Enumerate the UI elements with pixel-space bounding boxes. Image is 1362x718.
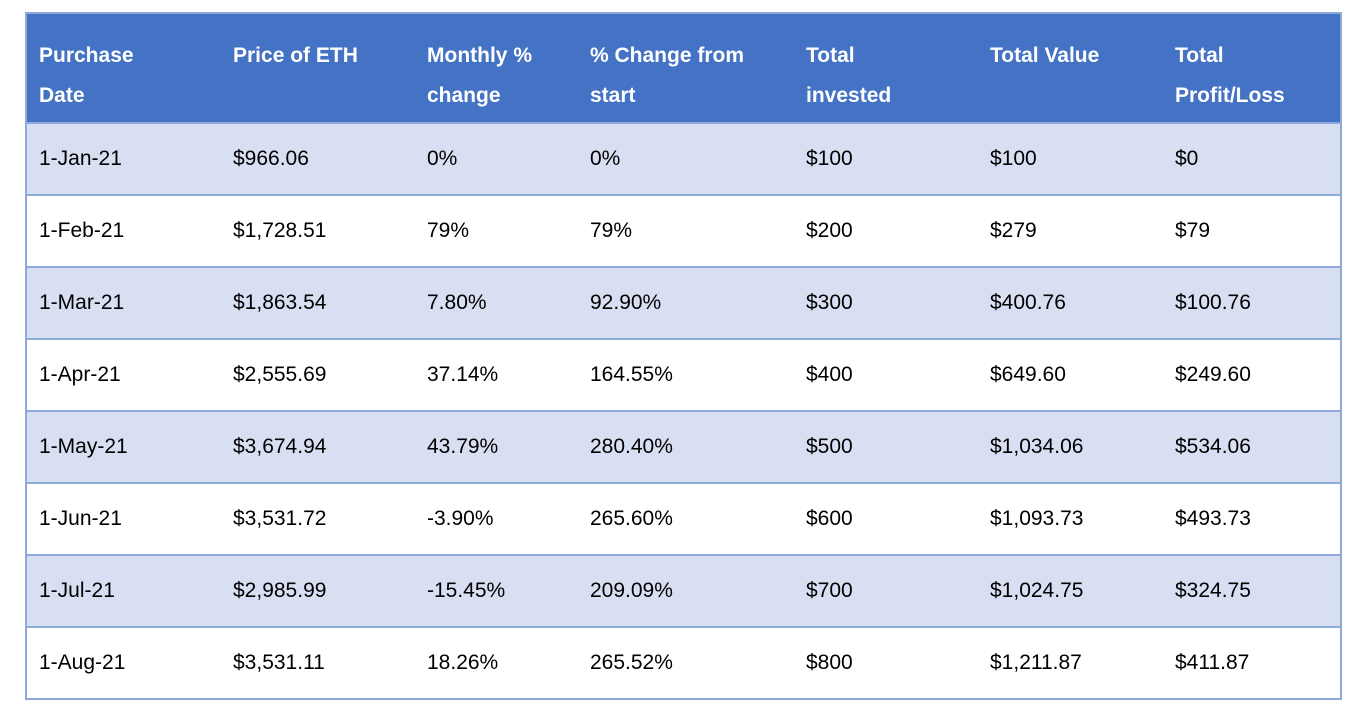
cell-total-profit-loss: $534.06	[1163, 410, 1341, 483]
table-row-apr: 1-Apr-21 $2,555.69 37.14% 164.55% $400 $…	[26, 338, 1341, 411]
cell-price-of-eth: $3,531.11	[221, 626, 415, 699]
cell-total-value: $1,093.73	[978, 482, 1163, 555]
column-header-price-of-eth: Price of ETH	[221, 13, 415, 124]
header-line: Total Value	[990, 44, 1100, 67]
cell-purchase-date: 1-Jul-21	[26, 554, 221, 627]
header-line: change	[427, 84, 501, 107]
cell-total-value: $400.76	[978, 266, 1163, 339]
header-line	[990, 76, 1151, 116]
cell-pct-change-from-start: 209.09%	[578, 554, 794, 627]
cell-total-value: $279	[978, 194, 1163, 267]
header-row: Purchase Date Price of ETH Monthly % cha…	[26, 13, 1341, 124]
header-line: % Change from	[590, 44, 745, 67]
cell-total-invested: $300	[794, 266, 978, 339]
cell-price-of-eth: $3,531.72	[221, 482, 415, 555]
cell-total-profit-loss: $0	[1163, 122, 1341, 195]
header-line: Monthly %	[427, 44, 532, 67]
cell-monthly-pct-change: 7.80%	[415, 266, 578, 339]
table-row-may: 1-May-21 $3,674.94 43.79% 280.40% $500 $…	[26, 410, 1341, 483]
cell-total-invested: $200	[794, 194, 978, 267]
cell-price-of-eth: $1,863.54	[221, 266, 415, 339]
cell-pct-change-from-start: 92.90%	[578, 266, 794, 339]
cell-purchase-date: 1-Jun-21	[26, 482, 221, 555]
header-line: Purchase	[39, 44, 134, 67]
cell-total-value: $100	[978, 122, 1163, 195]
cell-total-profit-loss: $79	[1163, 194, 1341, 267]
cell-pct-change-from-start: 265.52%	[578, 626, 794, 699]
cell-pct-change-from-start: 164.55%	[578, 338, 794, 411]
header-line: Date	[39, 84, 85, 107]
table-row-jul: 1-Jul-21 $2,985.99 -15.45% 209.09% $700 …	[26, 554, 1341, 627]
cell-purchase-date: 1-May-21	[26, 410, 221, 483]
cell-total-value: $1,211.87	[978, 626, 1163, 699]
header-line: Total	[806, 44, 855, 67]
column-header-total-invested: Total invested	[794, 13, 978, 124]
table-row-jan: 1-Jan-21 $966.06 0% 0% $100 $100 $0	[26, 122, 1341, 195]
cell-total-value: $649.60	[978, 338, 1163, 411]
cell-monthly-pct-change: 0%	[415, 122, 578, 195]
cell-monthly-pct-change: 43.79%	[415, 410, 578, 483]
cell-monthly-pct-change: 79%	[415, 194, 578, 267]
cell-price-of-eth: $3,674.94	[221, 410, 415, 483]
cell-price-of-eth: $2,555.69	[221, 338, 415, 411]
cell-total-invested: $800	[794, 626, 978, 699]
table-row-mar: 1-Mar-21 $1,863.54 7.80% 92.90% $300 $40…	[26, 266, 1341, 339]
cell-total-invested: $700	[794, 554, 978, 627]
column-header-total-value: Total Value	[978, 13, 1163, 124]
header-line: invested	[806, 84, 892, 107]
cell-purchase-date: 1-Feb-21	[26, 194, 221, 267]
header-line	[233, 76, 403, 116]
header-line: Profit/Loss	[1175, 84, 1285, 107]
cell-monthly-pct-change: 18.26%	[415, 626, 578, 699]
table-row-jun: 1-Jun-21 $3,531.72 -3.90% 265.60% $600 $…	[26, 482, 1341, 555]
header-line: start	[590, 84, 636, 107]
cell-monthly-pct-change: -3.90%	[415, 482, 578, 555]
table-row-aug: 1-Aug-21 $3,531.11 18.26% 265.52% $800 $…	[26, 626, 1341, 699]
cell-total-invested: $400	[794, 338, 978, 411]
cell-total-profit-loss: $249.60	[1163, 338, 1341, 411]
header-line: Total	[1175, 44, 1224, 67]
cell-total-value: $1,034.06	[978, 410, 1163, 483]
cell-price-of-eth: $966.06	[221, 122, 415, 195]
cell-total-profit-loss: $411.87	[1163, 626, 1341, 699]
column-header-monthly-pct-change: Monthly % change	[415, 13, 578, 124]
cell-monthly-pct-change: -15.45%	[415, 554, 578, 627]
cell-total-profit-loss: $324.75	[1163, 554, 1341, 627]
cell-purchase-date: 1-Aug-21	[26, 626, 221, 699]
cell-total-invested: $600	[794, 482, 978, 555]
eth-dca-table: Purchase Date Price of ETH Monthly % cha…	[25, 12, 1342, 700]
cell-total-invested: $500	[794, 410, 978, 483]
cell-total-profit-loss: $493.73	[1163, 482, 1341, 555]
cell-purchase-date: 1-Mar-21	[26, 266, 221, 339]
column-header-purchase-date: Purchase Date	[26, 13, 221, 124]
cell-price-of-eth: $2,985.99	[221, 554, 415, 627]
header-line: Price of ETH	[233, 44, 358, 67]
cell-pct-change-from-start: 0%	[578, 122, 794, 195]
column-header-pct-change-from-start: % Change from start	[578, 13, 794, 124]
cell-total-value: $1,024.75	[978, 554, 1163, 627]
cell-pct-change-from-start: 79%	[578, 194, 794, 267]
cell-pct-change-from-start: 265.60%	[578, 482, 794, 555]
cell-purchase-date: 1-Jan-21	[26, 122, 221, 195]
cell-purchase-date: 1-Apr-21	[26, 338, 221, 411]
cell-monthly-pct-change: 37.14%	[415, 338, 578, 411]
cell-total-profit-loss: $100.76	[1163, 266, 1341, 339]
cell-pct-change-from-start: 280.40%	[578, 410, 794, 483]
table-row-feb: 1-Feb-21 $1,728.51 79% 79% $200 $279 $79	[26, 194, 1341, 267]
column-header-total-profit-loss: Total Profit/Loss	[1163, 13, 1341, 124]
cell-total-invested: $100	[794, 122, 978, 195]
cell-price-of-eth: $1,728.51	[221, 194, 415, 267]
